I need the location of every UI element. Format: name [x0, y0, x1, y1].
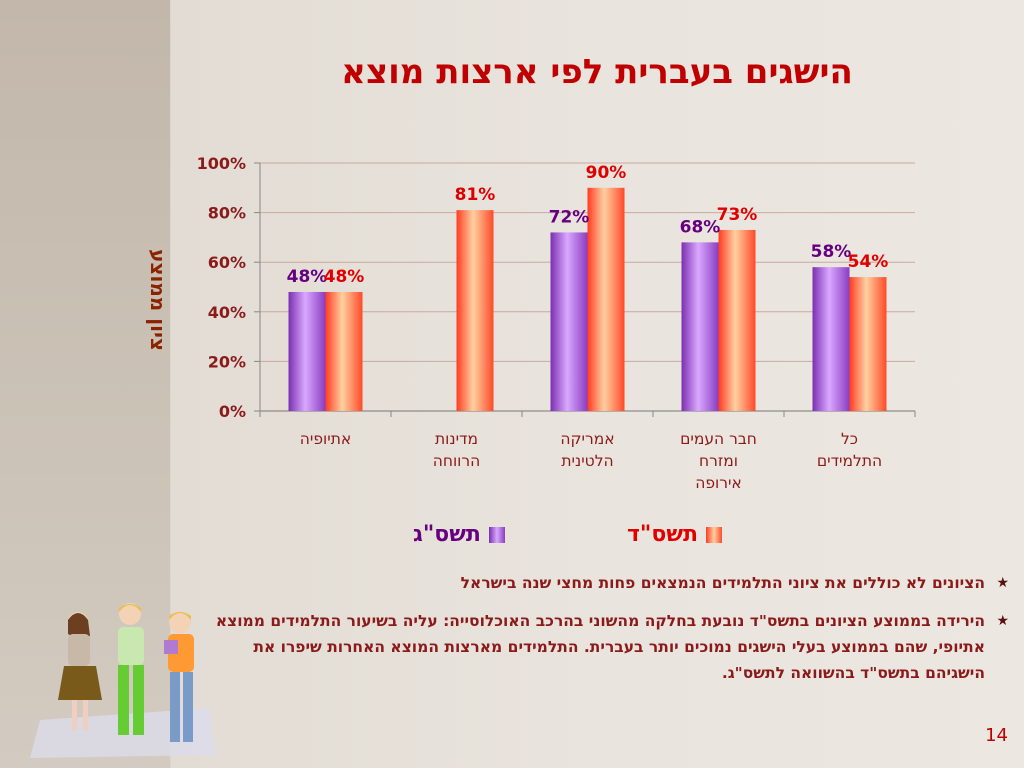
slide-title: הישגים בעברית לפי ארצות מוצא	[341, 52, 853, 92]
notes-list: ★ הציונים לא כוללים את ציוני התלמידים הנ…	[200, 570, 1015, 692]
data-label: 48%	[324, 267, 365, 287]
data-label: 81%	[455, 185, 496, 205]
data-label: 90%	[586, 163, 627, 183]
legend-label-series-2: תשס"ד	[627, 522, 699, 547]
x-tick-label: כל התלמידים	[785, 428, 915, 472]
legend-label-series-1: תשס"ג	[413, 522, 481, 547]
x-tick-label-line: הרווחה	[432, 452, 481, 470]
note-text: הירידה בממוצע הציונים בתשס"ד נובעת בחלקה…	[215, 612, 985, 682]
bar-series-2	[849, 277, 887, 411]
children-illustration	[30, 603, 215, 758]
legend-item-series-1: תשס"ג	[413, 522, 505, 547]
data-label: 68%	[680, 217, 721, 237]
y-tick-label: 80%	[208, 204, 246, 223]
x-tick-label-line: אירופה	[695, 474, 742, 492]
y-axis-title: ציון ממוצע	[128, 249, 188, 351]
data-label: 58%	[811, 242, 852, 262]
y-tick-label: 40%	[208, 303, 246, 322]
note-item: ★ הירידה בממוצע הציונים בתשס"ד נובעת בחל…	[200, 608, 1015, 686]
x-tick-label-line: כל	[840, 430, 858, 448]
x-tick-label-line: אתיופיה	[299, 430, 352, 448]
data-label: 72%	[549, 207, 590, 227]
x-tick-label: מדינות הרווחה	[392, 428, 522, 472]
x-tick-label-line: התלמידים	[816, 452, 883, 470]
data-label: 54%	[848, 252, 889, 272]
bar-series-1	[812, 267, 850, 411]
legend-item-series-2: תשס"ד	[627, 522, 723, 547]
note-item: ★ הציונים לא כוללים את ציוני התלמידים הנ…	[200, 570, 1015, 596]
legend-swatch-orange	[706, 526, 723, 543]
x-tick-label: אתיופיה	[261, 428, 391, 450]
x-tick-label-line: חבר העמים	[680, 430, 757, 448]
bar-series-1	[288, 291, 326, 411]
x-tick-label: אמריקה הלטינית	[523, 428, 653, 472]
bar-series-1	[681, 242, 719, 411]
y-tick-label: 60%	[208, 253, 246, 272]
bar-series-2	[456, 210, 494, 411]
data-label: 48%	[287, 267, 328, 287]
y-axis-label: ציון ממוצע	[146, 249, 170, 351]
star-icon: ★	[996, 575, 1009, 591]
star-icon: ★	[996, 613, 1009, 629]
y-tick-label: 0%	[219, 402, 246, 421]
bar-series-2	[325, 291, 363, 411]
legend-swatch-purple	[488, 526, 505, 543]
x-tick-label-line: מדינות	[434, 430, 479, 448]
bar-series-1	[550, 232, 588, 411]
page-number: 14	[985, 725, 1008, 746]
y-tick-label: 20%	[208, 352, 246, 371]
bar-series-2	[718, 229, 756, 411]
x-tick-label-line: אמריקה	[560, 430, 615, 448]
x-tick-label: חבר העמים ומזרח אירופה	[654, 428, 784, 494]
x-tick-label-line: ומזרח	[699, 452, 738, 470]
data-label: 73%	[717, 205, 758, 225]
y-tick-label: 100%	[197, 154, 246, 173]
note-text: הציונים לא כוללים את ציוני התלמידים הנמצ…	[460, 574, 985, 592]
bar-series-2	[587, 187, 625, 411]
x-tick-label-line: הלטינית	[561, 452, 614, 470]
